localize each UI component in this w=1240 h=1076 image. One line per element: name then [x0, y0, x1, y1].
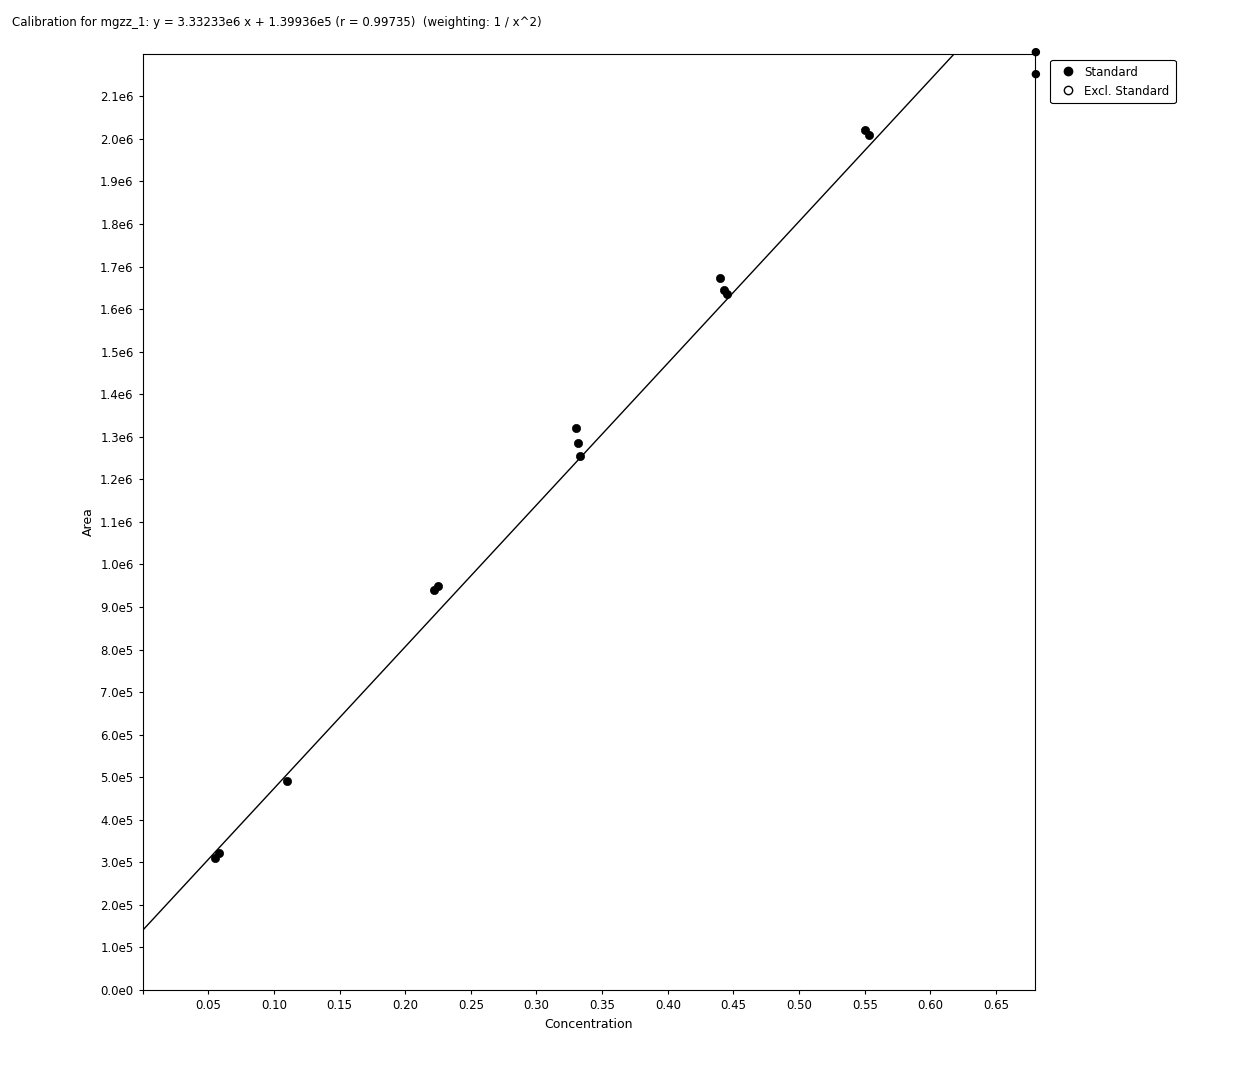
Point — [859, 126, 879, 143]
Point — [717, 285, 737, 302]
X-axis label: Concentration: Concentration — [544, 1018, 634, 1031]
Y-axis label: Area: Area — [82, 508, 94, 536]
Point — [424, 581, 444, 598]
Point — [714, 281, 734, 298]
Point — [565, 420, 585, 437]
Point — [205, 849, 224, 866]
Point — [208, 845, 228, 862]
Legend: Standard, Excl. Standard: Standard, Excl. Standard — [1050, 59, 1176, 103]
Text: ●: ● — [1030, 68, 1040, 79]
Point — [711, 270, 730, 287]
Point — [570, 448, 590, 465]
Point — [569, 435, 589, 452]
Text: ●: ● — [1030, 46, 1040, 57]
Point — [854, 122, 874, 139]
Point — [428, 577, 448, 594]
Text: Calibration for mgzz_1: y = 3.33233e6 x + 1.39936e5 (r = 0.99735)  (weighting: 1: Calibration for mgzz_1: y = 3.33233e6 x … — [12, 16, 542, 29]
Point — [277, 773, 296, 790]
